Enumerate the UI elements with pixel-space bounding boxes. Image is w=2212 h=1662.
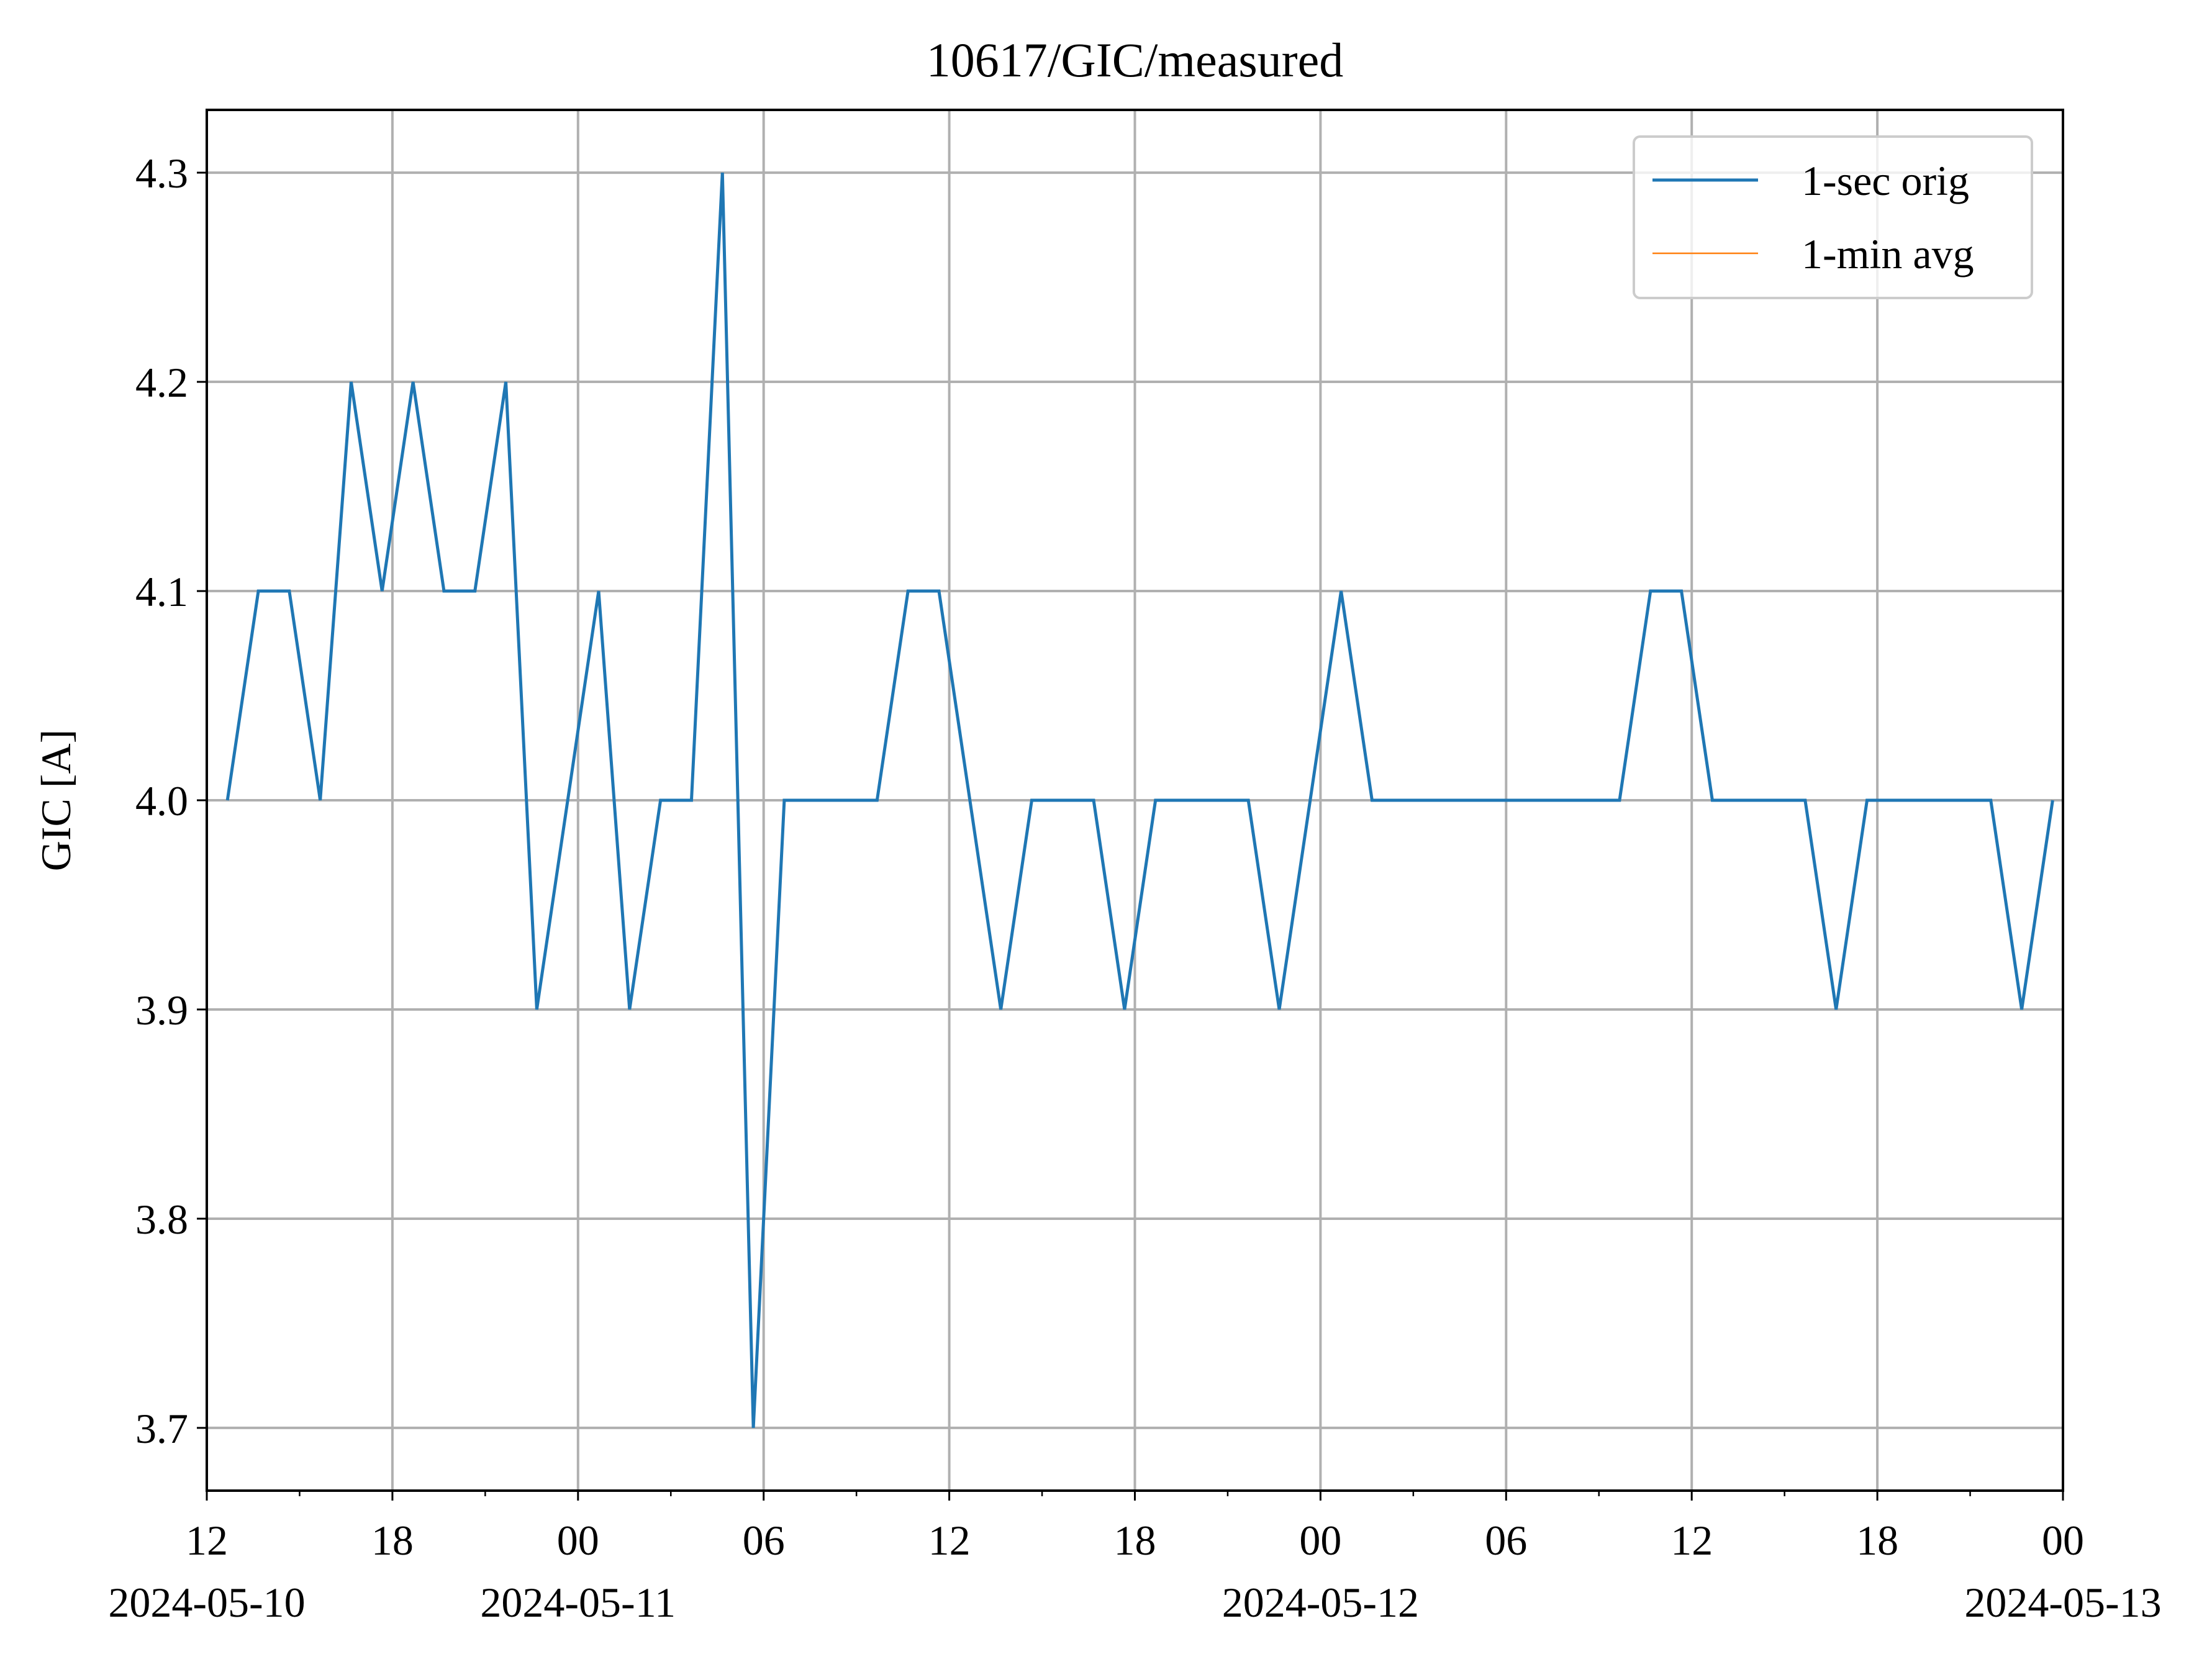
y-tick-label: 4.2 [135, 359, 188, 406]
x-tick-label: 18 [371, 1517, 414, 1564]
x-date-label: 2024-05-11 [480, 1579, 676, 1626]
y-tick-label: 3.9 [135, 987, 188, 1034]
x-tick-label: 00 [1299, 1517, 1341, 1564]
series-layer [225, 172, 2054, 1429]
tick-labels: 3.7 3.8 3.9 4.0 4.1 4.2 4.3 12 2024-05-10 18 00 202… [108, 150, 2161, 1626]
x-tick-label: 12 [1670, 1517, 1713, 1564]
x-tick-label: 00 [557, 1517, 599, 1564]
x-tick-label: 12 [186, 1517, 228, 1564]
axes [197, 109, 2064, 1501]
x-date-label: 2024-05-12 [1222, 1579, 1419, 1626]
y-tick-label: 3.7 [135, 1405, 188, 1452]
x-tick-label: 00 [2042, 1517, 2084, 1564]
legend-label-0: 1-sec orig [1802, 157, 1969, 204]
chart-title: 10617/GIC/measured [927, 33, 1344, 87]
legend: 1-sec orig 1-min avg [1633, 135, 2033, 299]
x-tick-label: 06 [743, 1517, 785, 1564]
y-tick-label: 4.0 [135, 777, 188, 824]
x-tick-label: 06 [1485, 1517, 1527, 1564]
x-date-label: 2024-05-10 [108, 1579, 305, 1626]
y-tick-label: 3.8 [135, 1196, 188, 1243]
plot-frame [206, 109, 2064, 1492]
x-tick-label: 18 [1114, 1517, 1156, 1564]
x-tick-label: 18 [1856, 1517, 1898, 1564]
legend-label-1: 1-min avg [1802, 230, 1974, 278]
legend-box [1633, 135, 2033, 299]
x-date-label: 2024-05-13 [1964, 1579, 2161, 1626]
y-tick-label: 4.1 [135, 568, 188, 615]
series-line-0 [225, 172, 2054, 1429]
x-tick-label: 12 [928, 1517, 971, 1564]
y-axis-label: GIC [A] [32, 729, 79, 872]
y-tick-label: 4.3 [135, 150, 188, 197]
